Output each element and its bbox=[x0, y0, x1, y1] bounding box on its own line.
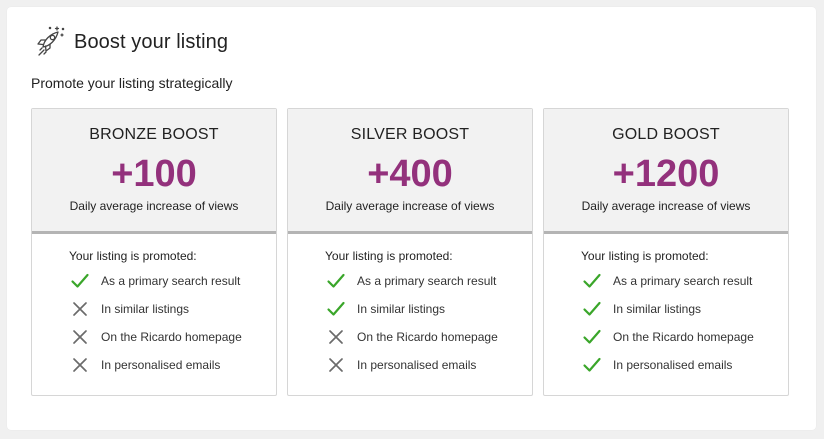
feature-item: On the Ricardo homepage bbox=[70, 327, 242, 347]
cross-icon bbox=[329, 330, 343, 344]
cross-icon bbox=[73, 330, 87, 344]
tier-name: GOLD BOOST bbox=[612, 126, 720, 143]
check-icon bbox=[583, 357, 601, 372]
feature-item: On the Ricardo homepage bbox=[582, 327, 754, 347]
check-icon bbox=[327, 273, 345, 288]
cross-icon bbox=[329, 358, 343, 372]
feature-item: As a primary search result bbox=[582, 271, 752, 291]
rocket-icon bbox=[37, 26, 65, 56]
tier-value: +1200 bbox=[612, 153, 720, 195]
feature-item: On the Ricardo homepage bbox=[326, 327, 498, 347]
tier-caption: Daily average increase of views bbox=[581, 199, 751, 213]
cross-icon bbox=[73, 302, 87, 316]
tier-name: BRONZE BOOST bbox=[89, 126, 219, 143]
tier-header: GOLD BOOST +1200 Daily average increase … bbox=[544, 109, 788, 234]
feature-item: In similar listings bbox=[582, 299, 701, 319]
feature-label: As a primary search result bbox=[101, 274, 241, 288]
feature-label: On the Ricardo homepage bbox=[613, 330, 754, 344]
feature-label: In similar listings bbox=[101, 302, 190, 316]
tier-card-silver[interactable]: SILVER BOOST +400 Daily average increase… bbox=[287, 108, 533, 396]
feature-label: In similar listings bbox=[613, 302, 702, 316]
cross-icon bbox=[73, 358, 87, 372]
feature-label: In similar listings bbox=[357, 302, 446, 316]
feature-label: In personalised emails bbox=[613, 358, 733, 372]
card-header: Boost your listing bbox=[31, 25, 228, 59]
feature-label: As a primary search result bbox=[613, 274, 753, 288]
feature-label: In personalised emails bbox=[101, 358, 221, 372]
page-subtitle: Promote your listing strategically bbox=[31, 75, 233, 91]
page-title: Boost your listing bbox=[74, 30, 229, 53]
features-title: Your listing is promoted: bbox=[581, 249, 709, 263]
features-title: Your listing is promoted: bbox=[69, 249, 197, 263]
feature-label: On the Ricardo homepage bbox=[101, 330, 242, 344]
tier-card-bronze[interactable]: BRONZE BOOST +100 Daily average increase… bbox=[31, 108, 277, 396]
feature-label: On the Ricardo homepage bbox=[357, 330, 498, 344]
check-icon bbox=[583, 301, 601, 316]
tier-card-gold[interactable]: GOLD BOOST +1200 Daily average increase … bbox=[543, 108, 789, 396]
tier-value: +400 bbox=[367, 153, 453, 195]
tier-caption: Daily average increase of views bbox=[325, 199, 495, 213]
feature-item: In personalised emails bbox=[70, 355, 220, 375]
feature-item: As a primary search result bbox=[70, 271, 240, 291]
tier-caption: Daily average increase of views bbox=[69, 199, 239, 213]
feature-item: In personalised emails bbox=[326, 355, 476, 375]
tier-value: +100 bbox=[111, 153, 197, 195]
tier-header: BRONZE BOOST +100 Daily average increase… bbox=[32, 109, 276, 234]
feature-item: In similar listings bbox=[326, 299, 445, 319]
tier-name: SILVER BOOST bbox=[350, 126, 470, 143]
tier-header: SILVER BOOST +400 Daily average increase… bbox=[288, 109, 532, 234]
check-icon bbox=[71, 273, 89, 288]
check-icon bbox=[583, 273, 601, 288]
feature-item: In personalised emails bbox=[582, 355, 732, 375]
boost-card: Boost your listing Promote your listing … bbox=[7, 7, 816, 430]
feature-item: In similar listings bbox=[70, 299, 189, 319]
features-title: Your listing is promoted: bbox=[325, 249, 453, 263]
check-icon bbox=[583, 329, 601, 344]
feature-item: As a primary search result bbox=[326, 271, 496, 291]
feature-label: As a primary search result bbox=[357, 274, 497, 288]
feature-label: In personalised emails bbox=[357, 358, 477, 372]
check-icon bbox=[327, 301, 345, 316]
